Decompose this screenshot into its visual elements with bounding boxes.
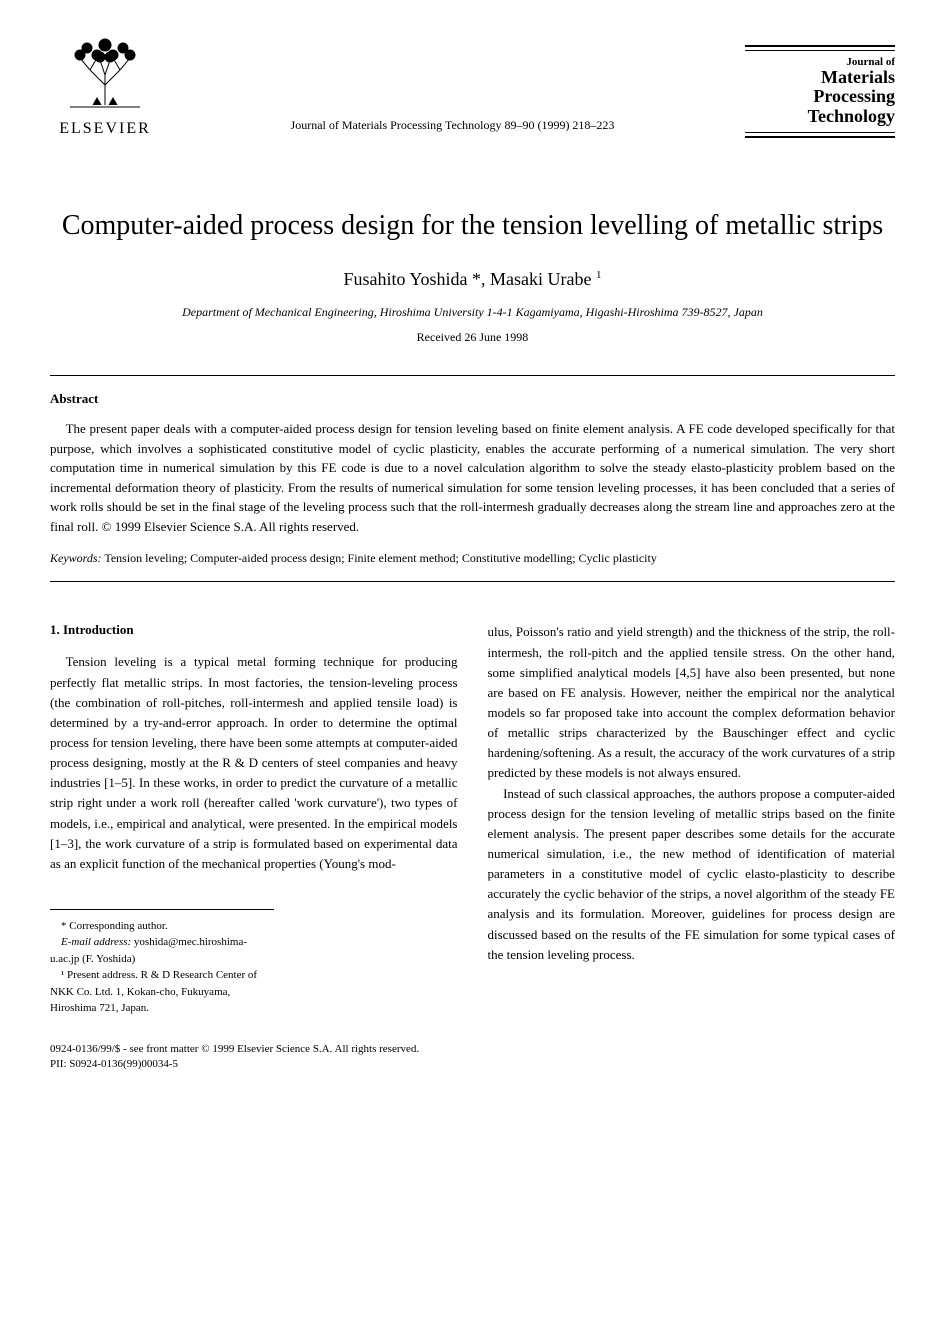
email-footnote: E-mail address: yoshida@mec.hiroshima-u.…: [50, 934, 274, 967]
journal-prefix: Journal of: [745, 56, 895, 68]
journal-reference: Journal of Materials Processing Technolo…: [160, 118, 745, 138]
keywords-label: Keywords:: [50, 551, 102, 565]
section-1-heading: 1. Introduction: [50, 622, 458, 638]
abstract-heading: Abstract: [50, 391, 895, 407]
elsevier-tree-icon: [55, 30, 155, 110]
journal-name-2: Processing: [745, 87, 895, 107]
rule-bottom: [50, 581, 895, 582]
abstract-text: The present paper deals with a computer-…: [50, 419, 895, 536]
present-address: ¹ Present address. R & D Research Center…: [50, 967, 274, 1017]
body-columns: 1. Introduction Tension leveling is a ty…: [50, 622, 895, 1017]
journal-name-1: Materials: [745, 68, 895, 88]
journal-name-3: Technology: [745, 107, 895, 127]
rule-top: [50, 375, 895, 376]
authors: Fusahito Yoshida *, Masaki Urabe 1: [50, 269, 895, 290]
footer-line-1: 0924-0136/99/$ - see front matter © 1999…: [50, 1042, 895, 1057]
publisher-logo: ELSEVIER: [50, 30, 160, 138]
left-column: 1. Introduction Tension leveling is a ty…: [50, 622, 458, 1017]
keywords-text: Tension leveling; Computer-aided process…: [102, 551, 657, 565]
author-sup: 1: [596, 269, 602, 281]
intro-para-1: Tension leveling is a typical metal form…: [50, 652, 458, 874]
footnotes: * Corresponding author. E-mail address: …: [50, 909, 274, 1017]
footer-line-2: PII: S0924-0136(99)00034-5: [50, 1057, 895, 1072]
right-column: ulus, Poisson's ratio and yield strength…: [488, 622, 896, 1017]
received-date: Received 26 June 1998: [50, 330, 895, 345]
corresponding-author: * Corresponding author.: [50, 918, 274, 935]
affiliation: Department of Mechanical Engineering, Hi…: [50, 305, 895, 320]
author-names: Fusahito Yoshida *, Masaki Urabe: [344, 269, 597, 289]
article-title: Computer-aided process design for the te…: [50, 208, 895, 244]
footer: 0924-0136/99/$ - see front matter © 1999…: [50, 1042, 895, 1073]
journal-logo: Journal of Materials Processing Technolo…: [745, 45, 895, 138]
keywords: Keywords: Tension leveling; Computer-aid…: [50, 551, 895, 566]
publisher-name: ELSEVIER: [50, 120, 160, 138]
intro-para-2: Instead of such classical approaches, th…: [488, 784, 896, 965]
header-row: ELSEVIER Journal of Materials Processing…: [50, 30, 895, 138]
email-label: E-mail address:: [61, 936, 131, 948]
intro-para-1-cont: ulus, Poisson's ratio and yield strength…: [488, 622, 896, 783]
